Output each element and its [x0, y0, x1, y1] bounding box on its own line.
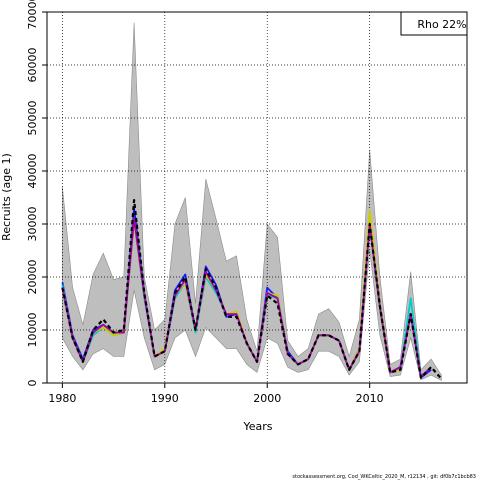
axis-layer: 1980 1990 2000 2010 0 10000 20000 30000 40000 500…	[26, 0, 384, 405]
y-tick-label: 0	[26, 380, 39, 387]
x-tick-label: 1980	[48, 392, 76, 405]
confidence-band	[62, 22, 442, 381]
series-layer	[61, 199, 443, 380]
x-tick-label: 2000	[253, 392, 281, 405]
y-axis-title: Recruits (age 1)	[0, 153, 13, 241]
y-tick-label: 40000	[26, 154, 39, 189]
confidence-band-layer	[62, 22, 442, 381]
y-tick-label: 10000	[26, 313, 39, 348]
y-tick-label: 70000	[26, 0, 39, 30]
y-tick-label: 20000	[26, 260, 39, 295]
legend-frame	[400, 11, 468, 36]
y-tick-label: 60000	[26, 48, 39, 83]
x-axis-title: Years	[242, 420, 272, 433]
legend-label: Rho 22%	[417, 18, 466, 31]
y-tick-label: 30000	[26, 207, 39, 242]
x-tick-label: 2010	[356, 392, 384, 405]
legend-box: Rho 22%	[400, 11, 468, 36]
plot-frame	[46, 11, 468, 384]
x-tick-label: 1990	[151, 392, 179, 405]
series-line	[61, 199, 443, 380]
y-tick-label: 50000	[26, 101, 39, 136]
footer-credit: stockassessment.org, Cod_WKCeltic_2020_M…	[292, 474, 476, 480]
